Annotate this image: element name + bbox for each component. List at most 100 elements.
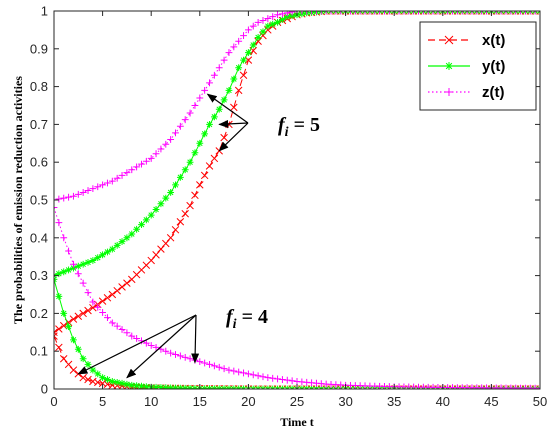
y-tick-label: 0.6: [30, 155, 48, 170]
data-point: [254, 37, 262, 45]
data-point: [230, 75, 238, 83]
data-point: [191, 385, 199, 389]
data-point: [176, 173, 184, 181]
data-point: [74, 312, 83, 320]
data-point: [322, 11, 330, 15]
data-point: [313, 11, 320, 15]
data-point: [249, 22, 257, 30]
data-point: [128, 381, 136, 389]
data-point: [249, 371, 257, 379]
data-point: [220, 133, 228, 142]
data-point: [206, 121, 213, 128]
data-point: [70, 192, 77, 200]
data-point: [415, 11, 422, 15]
data-point: [113, 378, 121, 386]
annotation-label: fi = 5: [278, 114, 320, 140]
data-point: [235, 37, 243, 45]
data-point: [89, 303, 97, 312]
data-point: [235, 64, 243, 72]
data-point: [356, 11, 364, 15]
data-point: [449, 11, 456, 15]
data-point: [74, 190, 82, 198]
data-point: [225, 49, 233, 56]
data-point: [167, 349, 175, 357]
data-point: [531, 11, 539, 15]
data-point: [444, 35, 454, 45]
data-point: [497, 11, 505, 15]
data-point: [108, 319, 116, 327]
data-point: [191, 102, 199, 109]
data-point: [201, 359, 209, 367]
data-point: [142, 216, 150, 224]
data-point: [239, 71, 248, 80]
data-point: [167, 384, 175, 389]
legend-label: y(t): [482, 58, 505, 75]
data-point: [196, 181, 204, 189]
data-point: [201, 86, 209, 94]
data-point: [171, 226, 180, 234]
data-point: [103, 294, 112, 302]
data-point: [337, 11, 345, 15]
data-point: [279, 16, 286, 23]
legend: x(t) y(t) z(t): [419, 21, 537, 111]
data-point: [235, 368, 243, 376]
data-point: [147, 256, 155, 265]
data-point: [191, 149, 199, 157]
data-point: [264, 15, 272, 22]
data-point: [186, 109, 194, 117]
data-point: [113, 322, 121, 330]
data-point: [283, 376, 291, 384]
data-point: [84, 258, 92, 266]
data-point: [410, 11, 418, 15]
data-point: [220, 56, 228, 64]
data-point: [74, 270, 82, 278]
data-point: [98, 297, 107, 305]
data-point: [55, 343, 63, 352]
y-axis-title: The probabilities of emission reduction …: [11, 76, 25, 324]
data-point: [162, 194, 170, 202]
data-point: [133, 163, 141, 171]
data-point: [429, 11, 437, 15]
data-point: [113, 174, 121, 182]
x-tick-label: 30: [338, 394, 352, 409]
data-point: [269, 374, 277, 382]
data-point: [104, 314, 111, 322]
annotation-arrow: [126, 314, 197, 379]
data-point: [385, 11, 393, 15]
x-tick-label: 0: [50, 394, 57, 409]
data-point: [220, 365, 228, 373]
data-point: [259, 17, 267, 24]
data-point: [172, 181, 179, 189]
data-point: [89, 366, 97, 374]
y-tick-label: 0.4: [30, 230, 48, 245]
data-point: [347, 11, 354, 15]
data-point: [70, 260, 77, 268]
y-tick-label: 0.1: [30, 344, 48, 359]
data-point: [157, 384, 165, 389]
data-point: [157, 245, 165, 253]
data-point: [210, 154, 219, 163]
axes: 0 5 10 15 20 25 30 35 40 45 50 0 0.1 0.2 0.3 0.4 0.5 0.6 0…: [30, 4, 547, 410]
x-tick-label: 15: [193, 394, 207, 409]
data-point: [79, 260, 87, 268]
data-point: [89, 257, 97, 264]
data-point: [191, 191, 199, 200]
data-point: [84, 306, 92, 315]
data-point: [181, 116, 189, 124]
x-tick-label: 20: [241, 394, 255, 409]
data-point: [152, 251, 160, 259]
data-point: [351, 11, 359, 15]
data-point: [215, 64, 223, 72]
data-point: [230, 43, 238, 51]
data-point: [54, 204, 58, 211]
data-point: [526, 11, 534, 15]
data-point: [200, 171, 209, 180]
data-point: [424, 11, 432, 15]
data-point: [152, 383, 160, 389]
data-point: [419, 11, 427, 15]
data-point: [65, 266, 72, 274]
data-point: [206, 79, 213, 87]
data-point: [99, 251, 106, 259]
data-point: [176, 384, 184, 389]
data-point: [210, 71, 218, 79]
